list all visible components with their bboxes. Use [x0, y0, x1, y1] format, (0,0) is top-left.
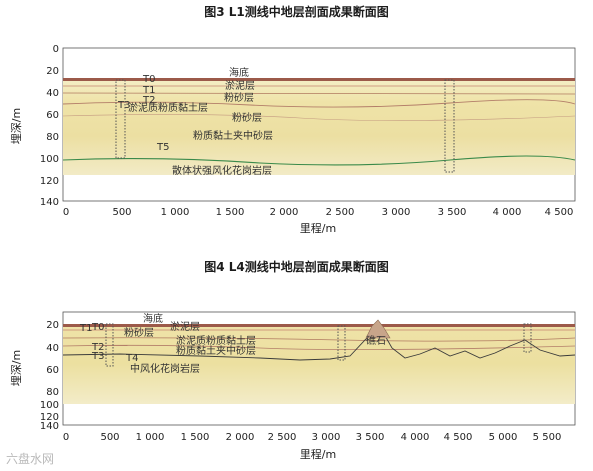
horizon-t2 — [62, 337, 576, 342]
y-tick: 100 — [40, 400, 59, 411]
horizon-t4 — [62, 327, 576, 361]
horizon-t5 — [62, 155, 576, 166]
borehole-1 — [105, 323, 114, 367]
seabed-band — [63, 324, 575, 327]
x-tick: 5 500 — [533, 432, 562, 443]
x-tick: 4 000 — [401, 432, 430, 443]
x-tick: 1 500 — [181, 432, 210, 443]
horizon-t2 — [62, 92, 576, 95]
y-tick: 80 — [46, 132, 59, 143]
layer-label-reef: 礁石 — [366, 334, 386, 347]
borehole-1 — [115, 79, 126, 159]
x-tick: 2 000 — [226, 432, 255, 443]
marker-t0: T0 — [142, 74, 155, 85]
y-tick: 100 — [40, 154, 59, 165]
horizon-t3 — [62, 344, 576, 350]
figure-4-title: 图4 L4测线中地层剖面成果断面图 — [204, 260, 389, 274]
figure-4-profile: 20 40 60 80 100 120 140 0 500 1 000 1 50… — [10, 311, 576, 461]
y-ticks: 20 40 60 80 100 120 140 — [40, 320, 59, 432]
y-tick: 60 — [46, 110, 59, 121]
y-axis-label: 埋深/m — [10, 350, 23, 386]
layer-label-seafloor: 海底 — [229, 66, 249, 79]
borehole-2 — [337, 325, 346, 361]
y-tick: 60 — [46, 365, 59, 376]
y-ticks: 0 20 40 60 80 100 120 140 — [40, 44, 59, 208]
y-tick: 40 — [46, 88, 59, 99]
borehole-3 — [523, 323, 532, 353]
x-tick: 3 000 — [382, 207, 411, 218]
x-tick: 3 000 — [312, 432, 341, 443]
marker-t1: T1 — [142, 85, 155, 96]
layer-label-silty-sand: 粉砂层 — [224, 91, 254, 104]
y-tick: 140 — [40, 421, 59, 432]
layer-label-clay-sand: 粉质黏土夹中砂层 — [176, 344, 256, 357]
x-tick: 3 500 — [438, 207, 467, 218]
figure-3-title: 图3 L1测线中地层剖面成果断面图 — [204, 5, 389, 19]
marker-t0: T0 — [91, 322, 104, 333]
y-tick: 0 — [53, 44, 59, 55]
y-axis-label: 埋深/m — [10, 108, 23, 144]
x-tick: 4 500 — [545, 207, 574, 218]
y-tick: 80 — [46, 387, 59, 398]
x-tick: 3 500 — [356, 432, 385, 443]
y-tick: 20 — [46, 320, 59, 331]
layer-label-granite: 中风化花岗岩层 — [130, 362, 200, 375]
layer-label-seafloor: 海底 — [143, 312, 163, 325]
layer-labels: 海底 淤泥层 粉砂层 淤泥质粉质黏土层 粉质黏土夹中砂层 中风化花岗岩层 礁石 — [124, 312, 386, 375]
horizon-inner — [62, 114, 576, 121]
x-tick: 2 500 — [268, 432, 297, 443]
x-tick: 0 — [63, 207, 69, 218]
horizon-markers: T1 T0 T2 T3 T4 — [79, 322, 138, 364]
x-tick: 4 500 — [444, 432, 473, 443]
x-ticks: 0 500 1 000 1 500 2 000 2 500 3 000 3 50… — [63, 207, 574, 218]
x-tick: 1 000 — [136, 432, 165, 443]
x-ticks: 0 500 1 000 1 500 2 000 2 500 3 000 3 50… — [63, 432, 562, 443]
x-tick: 2 500 — [326, 207, 355, 218]
x-tick: 4 000 — [493, 207, 522, 218]
layer-label-silt: 淤泥层 — [225, 79, 255, 92]
y-tick: 140 — [40, 197, 59, 208]
y-tick: 20 — [46, 66, 59, 77]
horizon-t3 — [62, 99, 576, 108]
figure-3-profile: 0 20 40 60 80 100 120 140 0 500 1 000 1 … — [10, 44, 576, 235]
layer-labels: 海底 淤泥层 粉砂层 淤泥质粉质黏土层 粉砂层 粉质黏土夹中砂层 散体状强风化花… — [128, 66, 273, 177]
marker-t3: T3 — [91, 351, 104, 362]
borehole-2 — [444, 79, 455, 173]
watermark: 六盘水网 — [6, 452, 55, 466]
x-axis-label: 里程/m — [300, 222, 336, 235]
y-tick: 120 — [40, 412, 59, 423]
reef-rock — [365, 319, 391, 339]
layer-label-silty-sand-2: 粉砂层 — [232, 111, 262, 124]
y-tick: 40 — [46, 343, 59, 354]
layer-label-granite: 散体状强风化花岗岩层 — [172, 164, 272, 177]
marker-t3: T3 — [117, 100, 130, 111]
layer-label-clay-sand: 粉质黏土夹中砂层 — [193, 129, 273, 142]
layer-label-mucky-clay: 淤泥质粉质黏土层 — [176, 334, 256, 347]
x-tick: 500 — [100, 432, 119, 443]
marker-t1: T1 — [79, 323, 92, 334]
marker-t4: T4 — [125, 353, 138, 364]
x-tick: 500 — [112, 207, 131, 218]
x-tick: 1 000 — [161, 207, 190, 218]
x-tick: 0 — [63, 432, 69, 443]
horizon-markers: T0 T1 T2 T3 T5 — [117, 74, 169, 153]
seabed-band — [63, 78, 575, 81]
x-tick: 1 500 — [216, 207, 245, 218]
x-tick: 5 000 — [489, 432, 518, 443]
marker-t2: T2 — [91, 342, 104, 353]
section-image — [63, 324, 575, 404]
marker-t2: T2 — [142, 95, 155, 106]
section-image — [63, 78, 575, 175]
x-axis-label: 里程/m — [300, 448, 336, 461]
layer-label-mucky-clay: 淤泥质粉质黏土层 — [128, 101, 208, 114]
layer-label-silty-sand: 粉砂层 — [124, 326, 154, 339]
y-tick: 120 — [40, 176, 59, 187]
marker-t5: T5 — [156, 142, 169, 153]
layer-label-silt: 淤泥层 — [170, 320, 200, 333]
x-tick: 2 000 — [270, 207, 299, 218]
